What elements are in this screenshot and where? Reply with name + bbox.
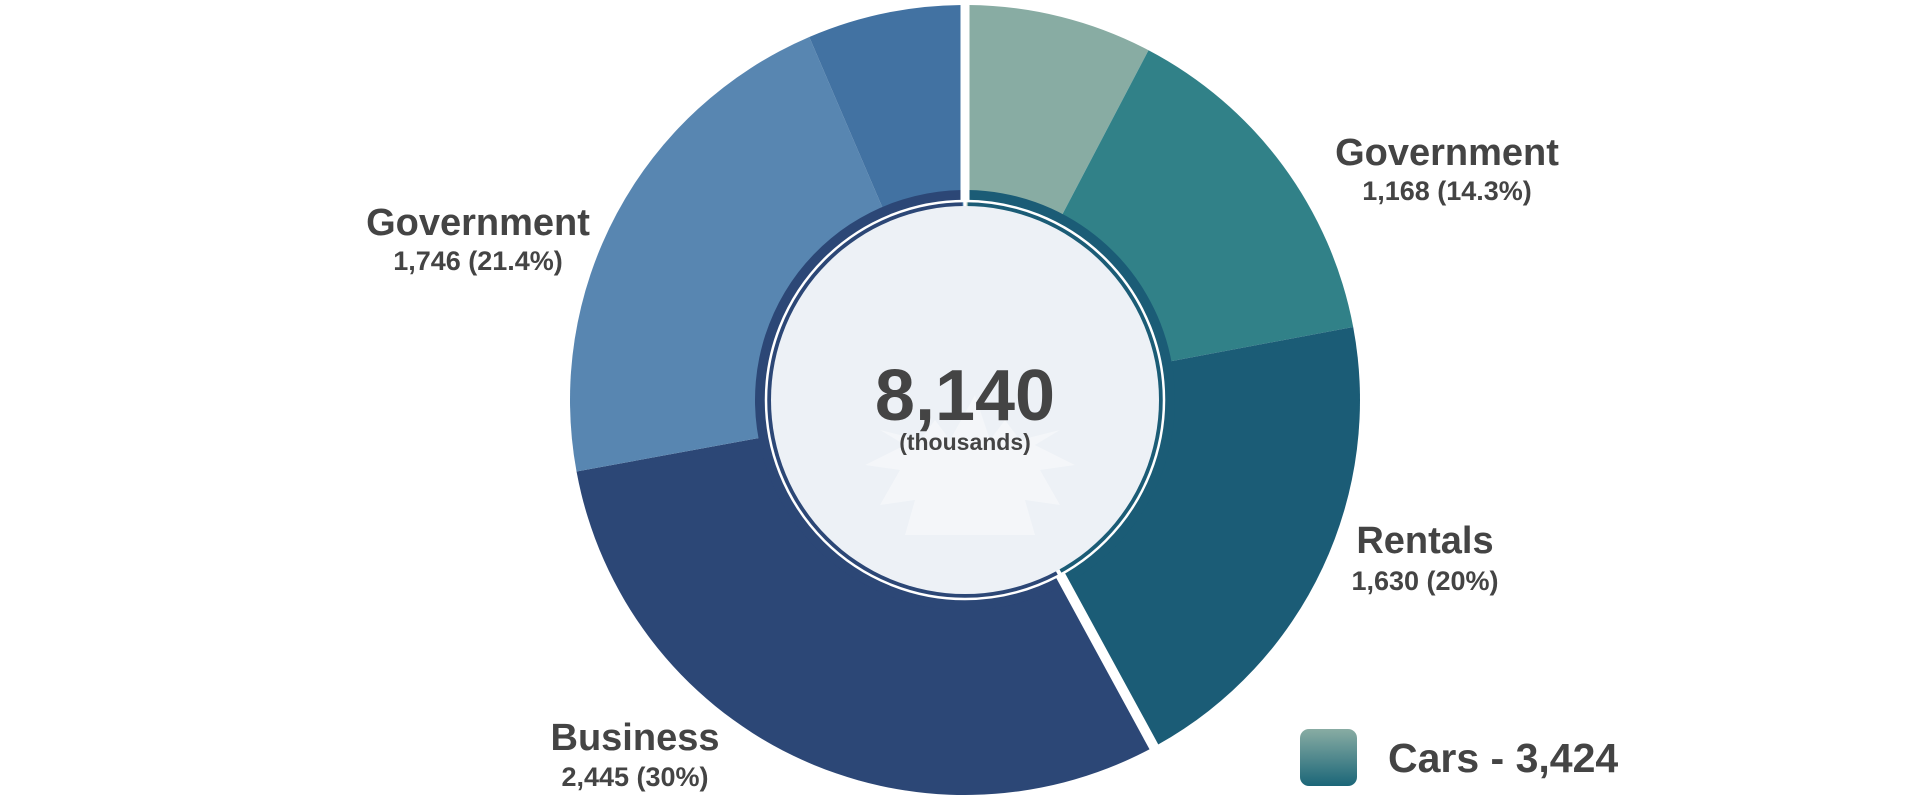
legend: Cars - 3,424	[1300, 729, 1618, 786]
slice-label-value-4: 1,746 (21.4%)	[393, 246, 563, 276]
slice-label-name-1: Government	[1335, 132, 1559, 174]
center-total: 8,140	[875, 356, 1055, 436]
center-unit: (thousands)	[899, 429, 1031, 455]
slice-label-name-4: Government	[366, 202, 590, 244]
legend-swatch	[1300, 729, 1357, 786]
legend-label: Cars - 3,424	[1388, 735, 1618, 781]
maple-leaf-watermark	[865, 395, 1075, 535]
slice-label-name-3: Business	[551, 717, 720, 759]
slice-label-name-2: Rentals	[1356, 520, 1493, 562]
slice-label-value-2: 1,630 (20%)	[1351, 566, 1498, 596]
center-disc	[771, 206, 1159, 594]
inner-outline	[764, 199, 1166, 601]
slice-label-value-1: 1,168 (14.3%)	[1362, 176, 1532, 206]
group-separator	[1056, 573, 1161, 754]
slice-label-value-3: 2,445 (30%)	[561, 762, 708, 792]
